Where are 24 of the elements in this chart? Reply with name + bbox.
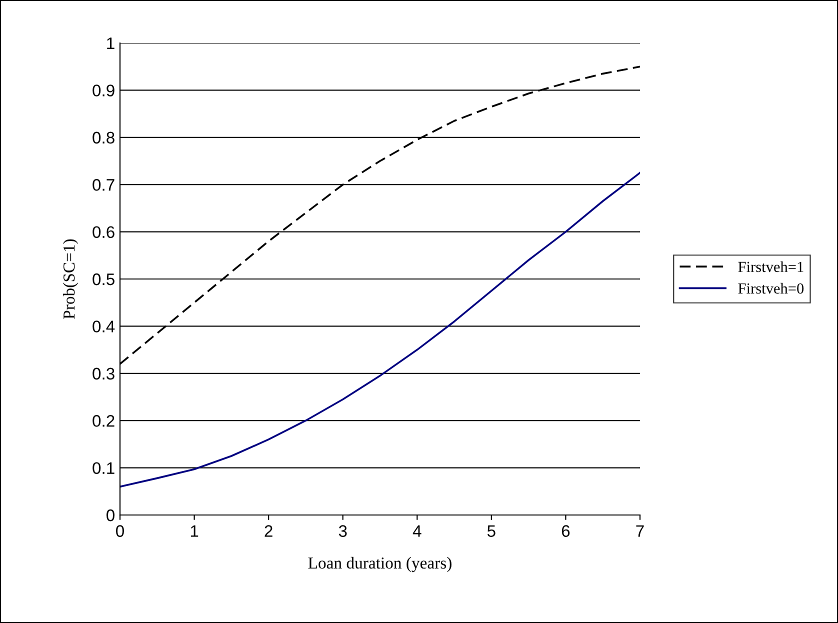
- y-tick-label: 0.4: [92, 320, 115, 332]
- x-tick-label: 4: [412, 525, 422, 537]
- legend-label: Firstveh=1: [738, 261, 804, 272]
- y-tick-label: 0.1: [92, 462, 114, 474]
- y-tick-label: 1: [107, 38, 114, 50]
- y-tick-label: 0.7: [92, 179, 114, 191]
- y-tick-label: 0.6: [92, 226, 114, 238]
- x-axis-title: Loan duration (years): [308, 556, 452, 572]
- x-tick-label: 7: [636, 525, 644, 537]
- y-tick-label: 0.8: [92, 132, 114, 144]
- y-tick-label: 0.5: [92, 273, 114, 286]
- y-tick-label: 0.2: [92, 415, 114, 427]
- x-tick-label: 0: [116, 525, 124, 537]
- x-tick-label: 5: [487, 525, 496, 537]
- x-tick-label: 1: [190, 525, 198, 537]
- x-tick-label: 2: [264, 525, 272, 537]
- y-tick-label: 0: [106, 509, 114, 522]
- x-tick-label: 3: [338, 525, 347, 537]
- line-series: [120, 172, 640, 488]
- y-axis-title: Prob(SC=1): [62, 239, 78, 319]
- y-tick-label: 0.9: [92, 84, 114, 96]
- y-tick-label: 0.3: [92, 368, 114, 380]
- x-tick-label: 6: [562, 525, 570, 537]
- legend-label: Firstveh=0: [738, 282, 804, 294]
